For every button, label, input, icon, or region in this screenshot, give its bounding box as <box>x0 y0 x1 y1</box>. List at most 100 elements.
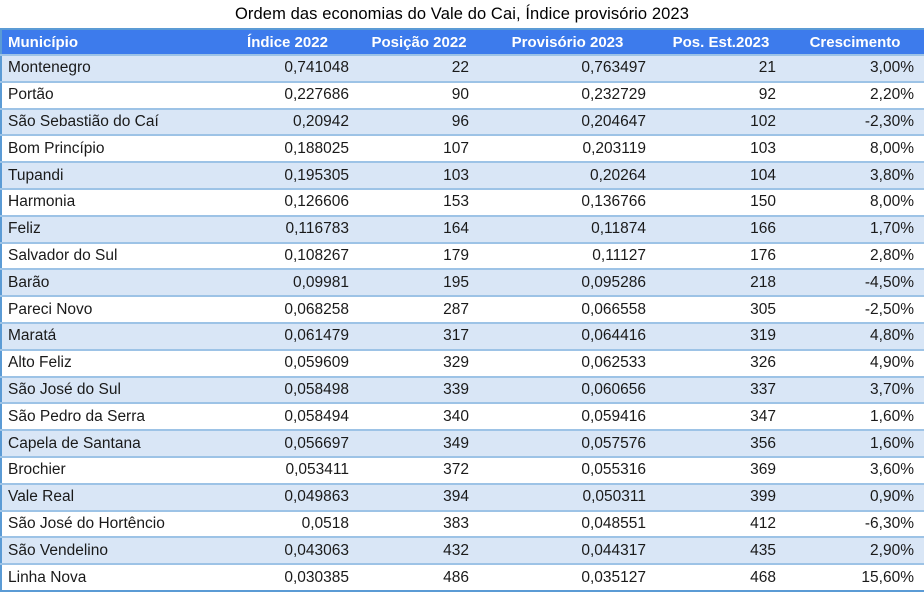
cell-7-2[interactable]: 179 <box>359 241 479 270</box>
cell-1-2[interactable]: 90 <box>359 80 479 109</box>
cell-15-1[interactable]: 0,053411 <box>216 455 359 484</box>
cell-6-3[interactable]: 0,11874 <box>479 214 656 243</box>
cell-17-1[interactable]: 0,0518 <box>216 509 359 538</box>
cell-5-3[interactable]: 0,136766 <box>479 187 656 216</box>
cell-10-0[interactable]: Maratá <box>1 321 216 350</box>
cell-10-3[interactable]: 0,064416 <box>479 321 656 350</box>
cell-5-0[interactable]: Harmonia <box>1 187 216 216</box>
cell-7-1[interactable]: 0,108267 <box>216 241 359 270</box>
cell-12-4[interactable]: 337 <box>656 375 786 404</box>
cell-0-2[interactable]: 22 <box>359 54 479 82</box>
cell-6-5[interactable]: 1,70% <box>786 214 924 243</box>
cell-8-1[interactable]: 0,09981 <box>216 268 359 297</box>
cell-14-2[interactable]: 349 <box>359 429 479 457</box>
cell-19-4[interactable]: 468 <box>656 563 786 591</box>
cell-14-0[interactable]: Capela de Santana <box>1 429 216 457</box>
cell-15-3[interactable]: 0,055316 <box>479 455 656 484</box>
cell-19-2[interactable]: 486 <box>359 563 479 591</box>
cell-0-4[interactable]: 21 <box>656 54 786 82</box>
cell-18-1[interactable]: 0,043063 <box>216 536 359 565</box>
cell-19-3[interactable]: 0,035127 <box>479 563 656 591</box>
cell-12-1[interactable]: 0,058498 <box>216 375 359 404</box>
column-header-0[interactable]: Município <box>1 29 216 55</box>
cell-1-4[interactable]: 92 <box>656 80 786 109</box>
column-header-1[interactable]: Índice 2022 <box>216 29 359 55</box>
cell-2-2[interactable]: 96 <box>359 107 479 136</box>
cell-8-2[interactable]: 195 <box>359 268 479 297</box>
cell-17-3[interactable]: 0,048551 <box>479 509 656 538</box>
cell-18-0[interactable]: São Vendelino <box>1 536 216 565</box>
cell-9-1[interactable]: 0,068258 <box>216 295 359 323</box>
cell-15-2[interactable]: 372 <box>359 455 479 484</box>
cell-13-5[interactable]: 1,60% <box>786 402 924 431</box>
cell-7-0[interactable]: Salvador do Sul <box>1 241 216 270</box>
cell-4-4[interactable]: 104 <box>656 161 786 189</box>
cell-9-5[interactable]: -2,50% <box>786 295 924 323</box>
cell-18-5[interactable]: 2,90% <box>786 536 924 565</box>
cell-8-4[interactable]: 218 <box>656 268 786 297</box>
cell-13-1[interactable]: 0,058494 <box>216 402 359 431</box>
cell-9-0[interactable]: Pareci Novo <box>1 295 216 323</box>
cell-4-3[interactable]: 0,20264 <box>479 161 656 189</box>
cell-2-0[interactable]: São Sebastião do Caí <box>1 107 216 136</box>
cell-19-1[interactable]: 0,030385 <box>216 563 359 591</box>
cell-9-3[interactable]: 0,066558 <box>479 295 656 323</box>
cell-6-2[interactable]: 164 <box>359 214 479 243</box>
cell-9-4[interactable]: 305 <box>656 295 786 323</box>
cell-0-3[interactable]: 0,763497 <box>479 54 656 82</box>
cell-0-0[interactable]: Montenegro <box>1 54 216 82</box>
cell-2-1[interactable]: 0,20942 <box>216 107 359 136</box>
cell-10-4[interactable]: 319 <box>656 321 786 350</box>
cell-13-4[interactable]: 347 <box>656 402 786 431</box>
cell-12-3[interactable]: 0,060656 <box>479 375 656 404</box>
cell-19-5[interactable]: 15,60% <box>786 563 924 591</box>
cell-3-1[interactable]: 0,188025 <box>216 134 359 163</box>
cell-11-0[interactable]: Alto Feliz <box>1 348 216 377</box>
cell-1-5[interactable]: 2,20% <box>786 80 924 109</box>
cell-7-5[interactable]: 2,80% <box>786 241 924 270</box>
column-header-3[interactable]: Provisório 2023 <box>479 29 656 55</box>
cell-14-5[interactable]: 1,60% <box>786 429 924 457</box>
cell-16-0[interactable]: Vale Real <box>1 482 216 511</box>
cell-11-2[interactable]: 329 <box>359 348 479 377</box>
cell-16-4[interactable]: 399 <box>656 482 786 511</box>
cell-2-4[interactable]: 102 <box>656 107 786 136</box>
cell-4-2[interactable]: 103 <box>359 161 479 189</box>
cell-9-2[interactable]: 287 <box>359 295 479 323</box>
cell-19-0[interactable]: Linha Nova <box>1 563 216 591</box>
cell-3-2[interactable]: 107 <box>359 134 479 163</box>
cell-11-1[interactable]: 0,059609 <box>216 348 359 377</box>
cell-1-3[interactable]: 0,232729 <box>479 80 656 109</box>
cell-3-4[interactable]: 103 <box>656 134 786 163</box>
cell-15-4[interactable]: 369 <box>656 455 786 484</box>
cell-14-1[interactable]: 0,056697 <box>216 429 359 457</box>
cell-10-1[interactable]: 0,061479 <box>216 321 359 350</box>
cell-5-1[interactable]: 0,126606 <box>216 187 359 216</box>
cell-3-5[interactable]: 8,00% <box>786 134 924 163</box>
cell-16-3[interactable]: 0,050311 <box>479 482 656 511</box>
cell-15-0[interactable]: Brochier <box>1 455 216 484</box>
cell-12-0[interactable]: São José do Sul <box>1 375 216 404</box>
cell-2-3[interactable]: 0,204647 <box>479 107 656 136</box>
cell-5-4[interactable]: 150 <box>656 187 786 216</box>
cell-4-0[interactable]: Tupandi <box>1 161 216 189</box>
cell-18-4[interactable]: 435 <box>656 536 786 565</box>
cell-16-5[interactable]: 0,90% <box>786 482 924 511</box>
cell-2-5[interactable]: -2,30% <box>786 107 924 136</box>
cell-6-4[interactable]: 166 <box>656 214 786 243</box>
column-header-5[interactable]: Crescimento <box>786 29 924 55</box>
cell-8-0[interactable]: Barão <box>1 268 216 297</box>
column-header-4[interactable]: Pos. Est.2023 <box>656 29 786 55</box>
cell-18-2[interactable]: 432 <box>359 536 479 565</box>
cell-5-2[interactable]: 153 <box>359 187 479 216</box>
cell-10-5[interactable]: 4,80% <box>786 321 924 350</box>
cell-17-0[interactable]: São José do Hortêncio <box>1 509 216 538</box>
cell-8-5[interactable]: -4,50% <box>786 268 924 297</box>
cell-17-2[interactable]: 383 <box>359 509 479 538</box>
cell-6-1[interactable]: 0,116783 <box>216 214 359 243</box>
cell-0-1[interactable]: 0,741048 <box>216 54 359 82</box>
cell-1-0[interactable]: Portão <box>1 80 216 109</box>
cell-4-5[interactable]: 3,80% <box>786 161 924 189</box>
cell-18-3[interactable]: 0,044317 <box>479 536 656 565</box>
column-header-2[interactable]: Posição 2022 <box>359 29 479 55</box>
